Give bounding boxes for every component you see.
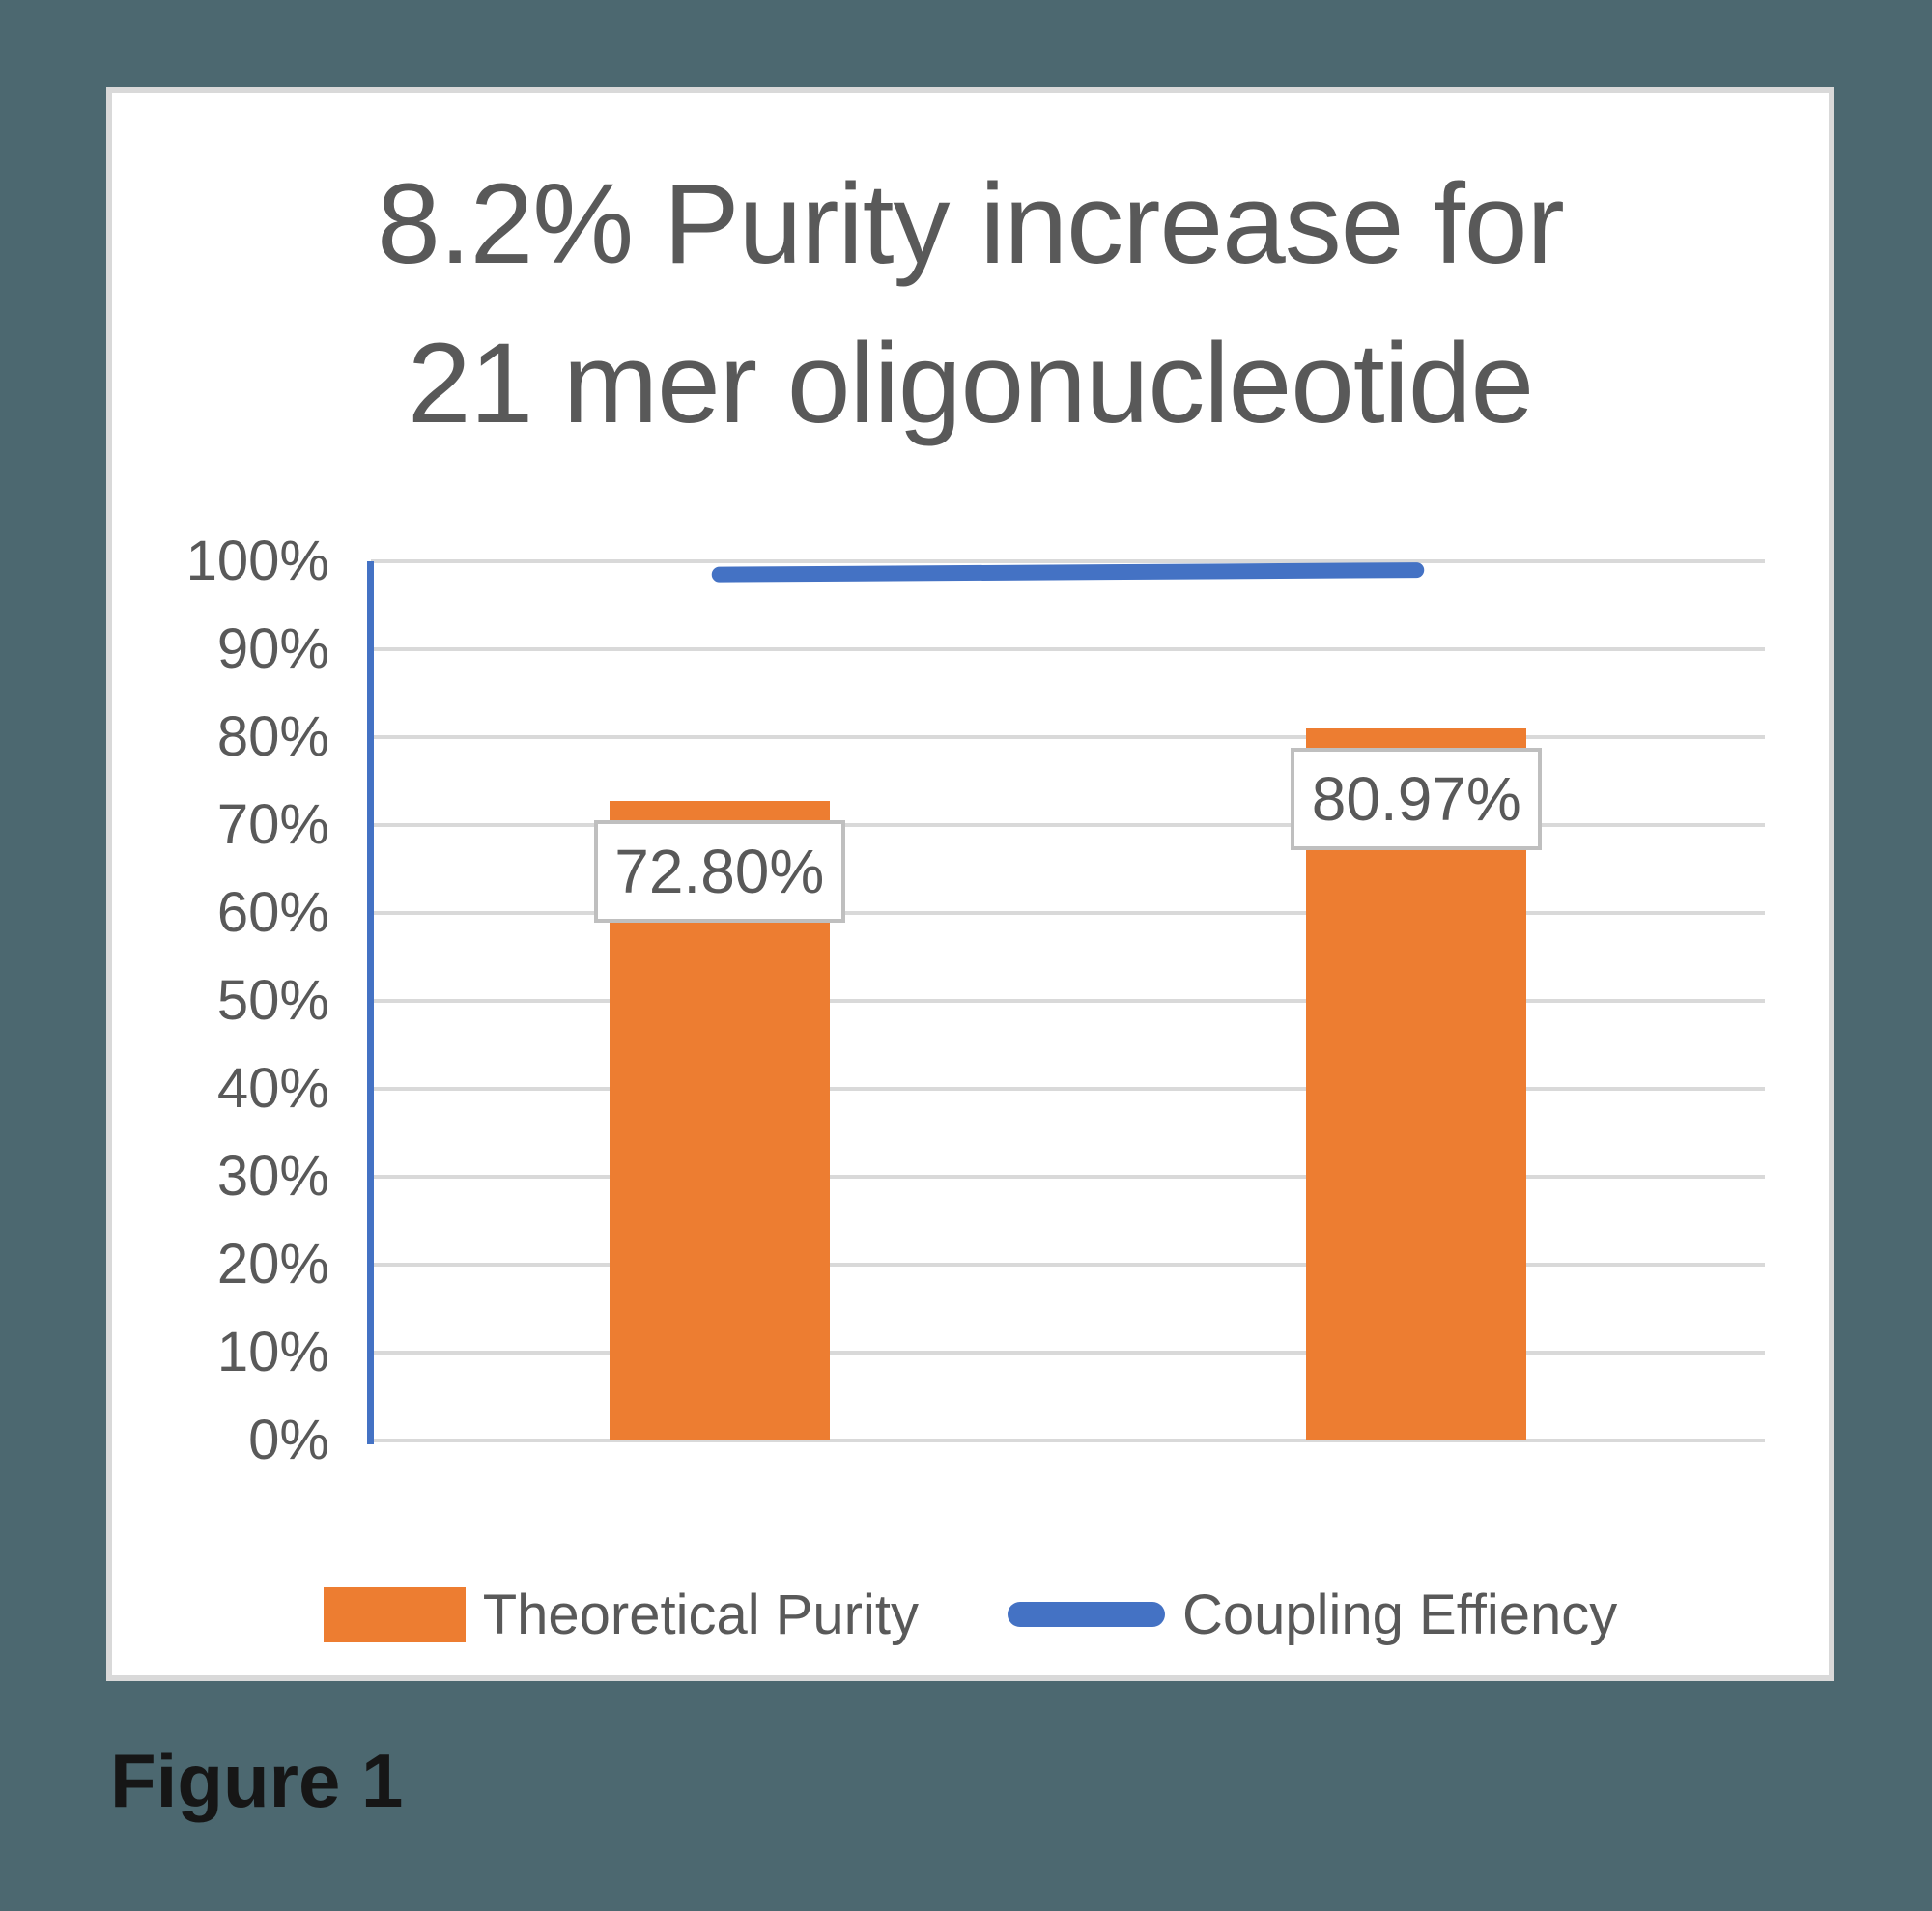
y-tick-label-80%: 80%	[216, 705, 329, 768]
coupling-effiency-line	[711, 562, 1425, 583]
plot-area: 72.80% 80.97%	[367, 559, 1765, 1444]
gridline-100%	[371, 559, 1765, 563]
gridline-90%	[371, 647, 1765, 651]
data-label-72.80%: 72.80%	[593, 819, 845, 923]
y-tick-label-0%: 0%	[248, 1409, 329, 1471]
gridline-80%	[371, 735, 1765, 739]
legend: Theoretical Purity Coupling Effiency	[112, 1576, 1829, 1653]
y-tick-label-40%: 40%	[216, 1057, 329, 1120]
chart-title-line-2: 21 mer oligonucleotide	[407, 320, 1534, 447]
chart-title-line-1: 8.2% Purity increase for	[377, 160, 1565, 288]
y-tick-label-50%: 50%	[216, 969, 329, 1032]
legend-label-coupling-effiency: Coupling Effiency	[1181, 1583, 1618, 1646]
legend-swatch-coupling-effiency	[1007, 1602, 1165, 1627]
gridline-30%	[371, 1175, 1765, 1179]
y-tick-label-70%: 70%	[216, 793, 329, 856]
data-label-80.97%: 80.97%	[1291, 748, 1543, 851]
y-tick-label-30%: 30%	[216, 1145, 329, 1208]
gridline-10%	[371, 1351, 1765, 1355]
figure-caption: Figure 1	[110, 1738, 404, 1823]
gridline-50%	[371, 999, 1765, 1003]
legend-label-theoretical-purity: Theoretical Purity	[482, 1583, 919, 1646]
y-tick-label-60%: 60%	[216, 881, 329, 944]
legend-swatch-theoretical-purity	[323, 1586, 466, 1642]
coupling-effiency-polyline	[711, 562, 1425, 583]
y-tick-label-90%: 90%	[216, 617, 329, 680]
gridline-60%	[371, 911, 1765, 915]
chart-card: 8.2% Purity increase for 21 mer oligonuc…	[106, 87, 1834, 1681]
gridline-20%	[371, 1263, 1765, 1267]
y-axis-line	[367, 561, 374, 1444]
gridline-70%	[371, 823, 1765, 827]
y-tick-label-10%: 10%	[216, 1321, 329, 1383]
y-tick-label-20%: 20%	[216, 1233, 329, 1296]
y-tick-label-100%: 100%	[185, 529, 329, 592]
legend-item-theoretical-purity: Theoretical Purity	[323, 1583, 919, 1647]
gridline-40%	[371, 1087, 1765, 1091]
gridline-0%	[371, 1439, 1765, 1442]
legend-item-coupling-effiency: Coupling Effiency	[1007, 1583, 1618, 1647]
chart-title: 8.2% Purity increase for 21 mer oligonuc…	[112, 145, 1829, 464]
